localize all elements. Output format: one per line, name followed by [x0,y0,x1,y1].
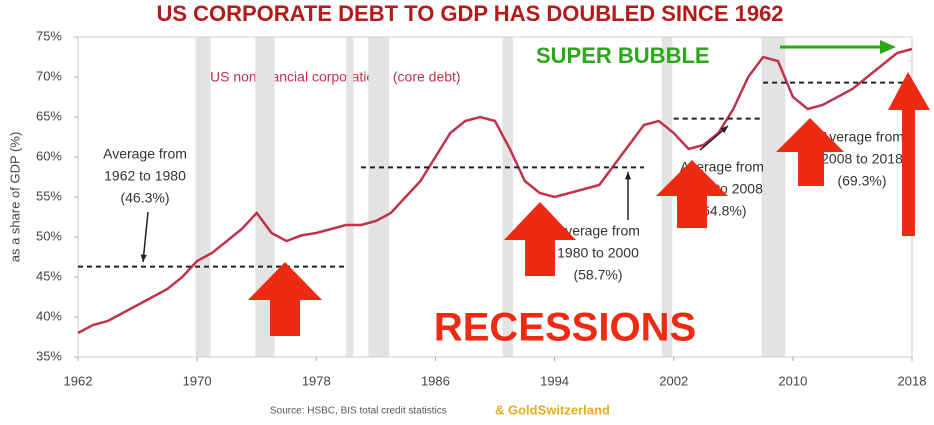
average-label: Average from [556,223,640,239]
chart-title: US CORPORATE DEBT TO GDP HAS DOUBLED SIN… [156,1,783,26]
recession-band [368,37,390,357]
red-arrow [776,118,844,186]
x-tick-label: 1978 [302,373,331,388]
y-tick-label: 50% [36,228,62,243]
red-arrow [888,72,930,236]
average-arrowhead [720,126,728,134]
credit: & GoldSwitzerland [495,402,610,417]
recessions-label: RECESSIONS [434,306,696,350]
y-tick-label: 35% [36,348,62,363]
recession-band [761,37,786,357]
series-line [77,47,913,335]
recession-band [661,37,673,357]
recession-band [255,37,275,357]
plot-area: 35% 40% 45% 50% 55% 60% 65% 70% 75% 1962 1970 1978 1… [36,28,926,388]
average-arrow [142,211,149,263]
x-tick-label: 2002 [659,373,688,388]
x-tick-label: 1962 [64,373,93,388]
average-label: (46.3%) [120,190,169,206]
y-tick-label: 45% [36,268,62,283]
recession-band [346,37,354,357]
x-tick-label: 1994 [540,373,569,388]
y-axis-label: as a share of GDP (%) [7,132,22,263]
average-label: (58.7%) [573,267,622,283]
average-label: 2008 to 2018 [821,151,903,167]
average-label: (69.3%) [837,173,886,189]
x-tick-label: 2010 [778,373,807,388]
overlay: RECESSIONS SUPER BUBBLE [248,40,930,350]
recession-band [502,37,513,357]
source: Source: HSBC, BIS total credit statistic… [270,406,447,417]
x-tick-label: 1986 [421,373,450,388]
average-arrowhead [140,254,147,262]
legend-label: US nonfinancial corporations (core debt) [210,69,461,85]
y-tick-label: 60% [36,148,62,163]
bubble-arrowhead [880,40,896,54]
y-tick-label: 65% [36,108,62,123]
red-arrow [504,202,576,276]
red-arrow [248,262,322,336]
average-label: (64.8%) [697,203,746,219]
y-tick-label: 55% [36,188,62,203]
x-tick-label: 2018 [898,373,927,388]
recession-band [195,37,211,357]
average-arrowhead [624,172,632,180]
x-tick-label: 1970 [183,373,212,388]
bubble-label: SUPER BUBBLE [536,43,710,68]
average-label: 1980 to 2000 [557,245,639,261]
red-arrow [656,160,728,228]
y-tick-label: 40% [36,308,62,323]
average-label: Average from [820,129,904,145]
average-label: Average from [103,146,187,162]
y-tick-label: 70% [36,68,62,83]
average-label: 1962 to 1980 [104,168,186,184]
y-tick-label: 75% [36,28,62,43]
